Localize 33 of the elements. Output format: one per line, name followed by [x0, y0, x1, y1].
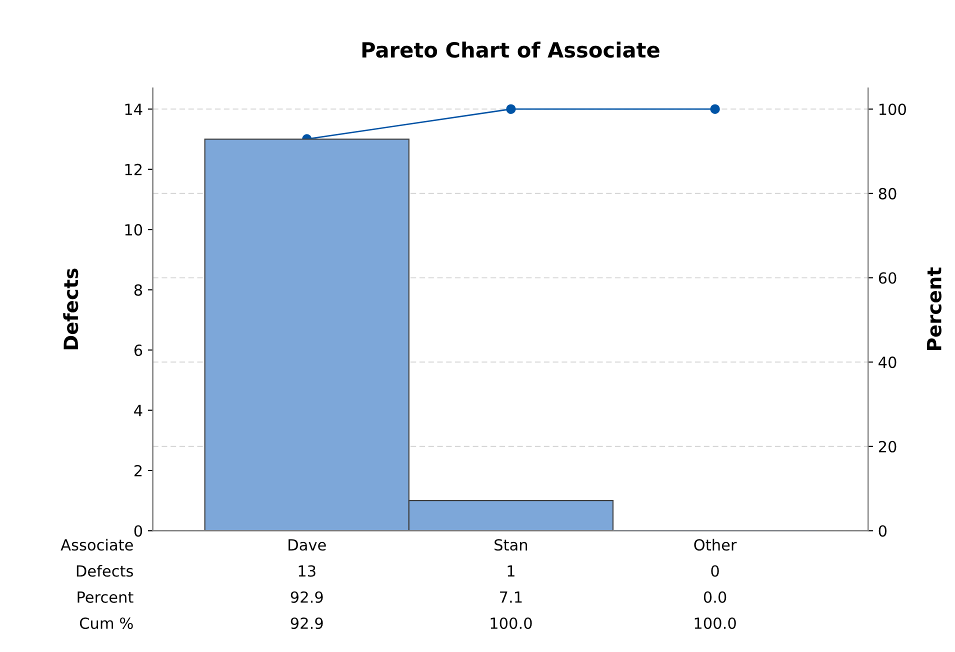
text: 7.1 — [500, 592, 522, 603]
y-tick-label: 8 — [134, 284, 142, 296]
y-tick-label: 6 — [134, 344, 142, 356]
chart-title: Pareto Chart of Associate — [362, 42, 660, 58]
x-tick-label: Other — [694, 538, 737, 551]
y-tick-label: 0 — [134, 525, 142, 537]
text: 0.0 — [704, 591, 726, 603]
y-tick-label: 14 — [125, 104, 142, 115]
y-tick-label: 4 — [134, 404, 142, 416]
y2-tick-label: 60 — [878, 272, 896, 284]
y2-axis-title: Percent — [927, 267, 942, 350]
y-tick-label: 10 — [125, 224, 142, 236]
text: 92.9 — [290, 591, 323, 603]
data-label: 100.0 — [694, 617, 736, 630]
text: Cum % — [80, 617, 133, 630]
data-label: 100.0 — [490, 617, 532, 630]
x-tick-label: Stan — [494, 539, 528, 551]
y-tick-label: 2 — [134, 464, 142, 476]
y2-tick-label: 80 — [878, 188, 896, 200]
y2-tick-label: 20 — [878, 440, 896, 452]
data-label: 13 — [298, 565, 316, 577]
x-tick-label: Dave — [288, 539, 326, 551]
y-tick-label: 12 — [125, 164, 142, 176]
y2-tick-label: 100 — [879, 104, 906, 116]
text: Defects — [76, 564, 133, 577]
y2-tick-label: 40 — [878, 356, 896, 368]
y2-tick-label: 0 — [878, 525, 887, 537]
text: Percent — [78, 592, 134, 603]
data-label: 0 — [711, 565, 719, 577]
data-label: 1 — [508, 565, 514, 577]
data-label: 92.9 — [290, 617, 323, 630]
y-axis-title: Defects — [63, 268, 78, 350]
x-axis-title: Associate — [60, 538, 133, 551]
